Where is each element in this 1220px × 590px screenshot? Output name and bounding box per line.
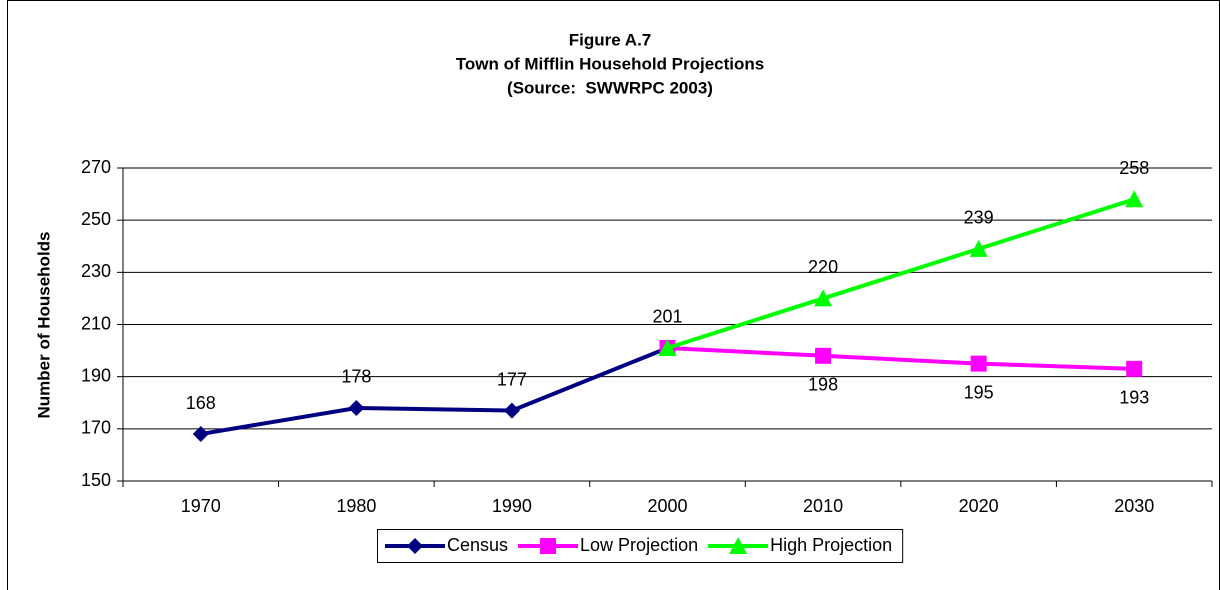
data-label: 201 [652, 307, 682, 327]
x-tick-label: 2020 [959, 496, 999, 516]
data-label: 198 [808, 375, 838, 395]
x-tick-label: 2010 [803, 496, 843, 516]
data-point [814, 289, 833, 307]
y-tick-label: 150 [81, 470, 111, 490]
data-label: 239 [964, 208, 994, 228]
x-tick-label: 1990 [492, 496, 532, 516]
data-point [1126, 360, 1143, 377]
series-line [666, 197, 1135, 350]
legend-marker [729, 537, 748, 554]
y-tick-label: 190 [81, 365, 111, 385]
data-label: 195 [964, 382, 994, 402]
x-tick-label: 1980 [336, 496, 376, 516]
data-point [658, 338, 677, 356]
legend-marker [407, 538, 423, 554]
data-point [970, 355, 987, 372]
chart-title: Town of Mifflin Household Projections [456, 54, 765, 73]
chart-border [7, 0, 1220, 590]
data-label: 258 [1119, 158, 1149, 178]
data-point [1125, 190, 1144, 208]
y-tick-label: 250 [81, 209, 111, 229]
legend-label: High Projection [770, 535, 892, 555]
y-tick-label: 230 [81, 261, 111, 281]
data-label: 168 [186, 393, 216, 413]
chart-title: (Source: SWWRPC 2003) [507, 78, 713, 97]
data-point [815, 347, 832, 364]
y-axis-label: Number of Households [34, 231, 53, 418]
data-label: 220 [808, 257, 838, 277]
legend [377, 529, 904, 563]
data-label: 193 [1119, 388, 1149, 408]
legend-label: Census [447, 535, 508, 555]
data-point [969, 239, 988, 257]
series-line [200, 346, 669, 437]
data-label: 178 [341, 367, 371, 387]
y-tick-label: 210 [81, 313, 111, 333]
data-point [348, 399, 365, 416]
x-tick-label: 2030 [1114, 496, 1154, 516]
data-point [192, 426, 209, 443]
chart-title: Figure A.7 [569, 30, 652, 49]
x-tick-label: 2000 [647, 496, 687, 516]
x-tick-label: 1970 [181, 496, 221, 516]
series-line [667, 345, 1135, 371]
data-label: 177 [497, 369, 527, 389]
legend-marker [540, 538, 557, 554]
data-point [503, 402, 520, 419]
legend-label: Low Projection [580, 535, 698, 555]
y-tick-label: 170 [81, 418, 111, 438]
y-tick-label: 270 [81, 157, 111, 177]
